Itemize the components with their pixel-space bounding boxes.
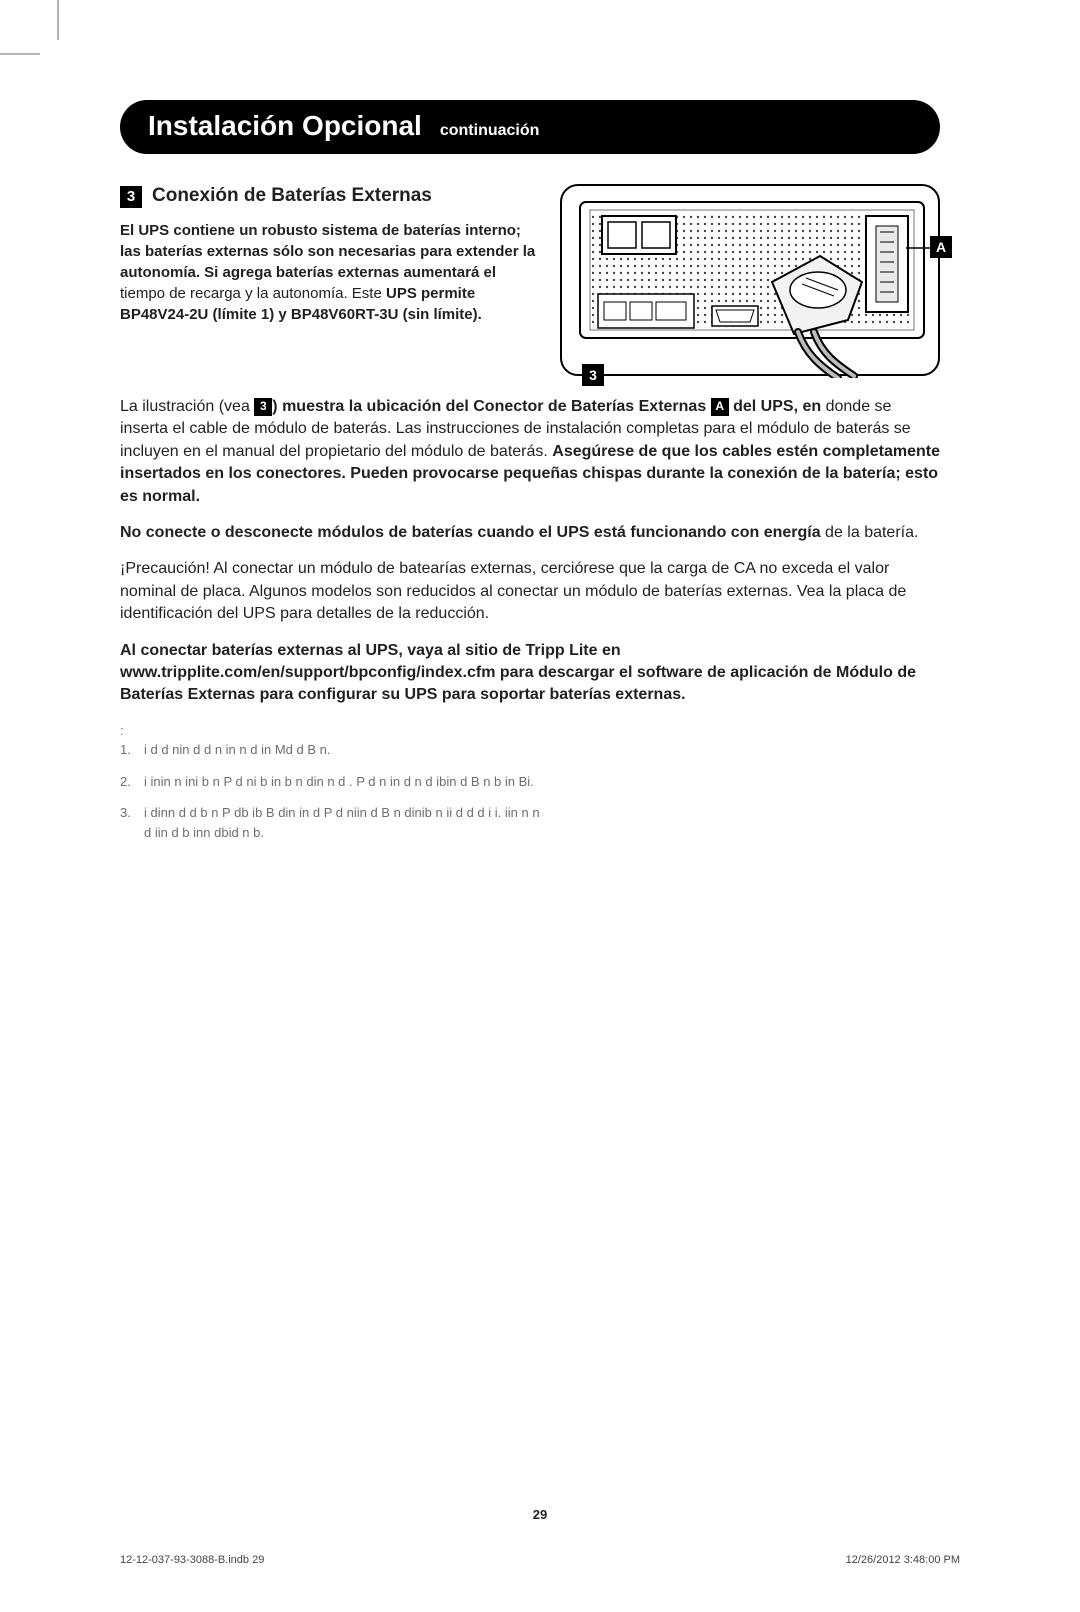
lead-paragraph: El UPS contiene un robusto sistema de ba…: [120, 220, 536, 325]
paragraph-4: Al conectar baterías externas al UPS, va…: [120, 640, 940, 707]
callout-3: 3: [582, 364, 604, 386]
section-header: Instalación Opcional continuación: [120, 100, 940, 154]
diagram-illustration: A 3: [560, 184, 940, 376]
list-item: 1. i d d nin d d n in n d in Md d B n.: [120, 740, 540, 760]
inline-box-3: 3: [254, 398, 272, 416]
list-item: 2. i inin n ini b n P d ni b in b n din …: [120, 772, 540, 792]
step-number-box: 3: [120, 186, 142, 208]
step-title-text: Conexión de Baterías Externas: [152, 184, 432, 208]
inline-box-a: A: [711, 398, 729, 416]
footer-timestamp: 12/26/2012 3:48:00 PM: [846, 1554, 960, 1566]
paragraph-3: ¡Precaución! Al conectar un módulo de ba…: [120, 558, 940, 625]
list-item: 3. i dinn d d b n P db ib B din in d P d…: [120, 803, 540, 842]
paragraph-2: No conecte o desconecte módulos de bater…: [120, 522, 940, 544]
footer-filename: 12-12-037-93-3088-B.indb 29: [120, 1554, 264, 1566]
page-number: 29: [0, 1507, 1080, 1522]
section-subtitle: continuación: [440, 122, 540, 140]
callout-a: A: [930, 236, 952, 258]
section-title: Instalación Opcional: [148, 110, 422, 142]
crop-marks: [0, 0, 1080, 70]
paragraph-1: La ilustración (vea 3) muestra la ubicac…: [120, 396, 940, 508]
small-note-list: : 1. i d d nin d d n in n d in Md d B n.…: [120, 721, 540, 843]
step-heading: 3 Conexión de Baterías Externas: [120, 184, 536, 208]
